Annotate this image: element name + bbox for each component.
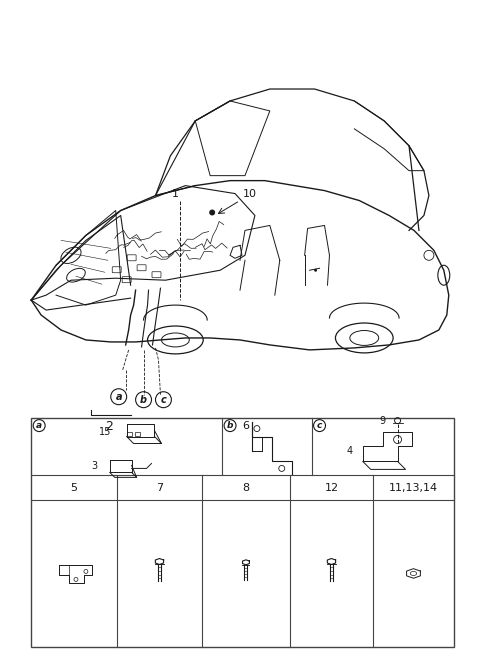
Text: 8: 8: [242, 483, 250, 493]
Text: 4: 4: [347, 447, 353, 457]
Text: c: c: [161, 395, 167, 405]
Text: a: a: [115, 392, 122, 401]
Text: 7: 7: [156, 483, 163, 493]
Text: 2: 2: [105, 420, 113, 432]
Circle shape: [209, 209, 215, 215]
Text: 6: 6: [242, 420, 249, 430]
Text: b: b: [227, 421, 233, 430]
Text: 9: 9: [380, 416, 385, 426]
Text: c: c: [317, 421, 322, 430]
Text: 15: 15: [99, 426, 112, 436]
Text: 3: 3: [92, 461, 98, 472]
Circle shape: [314, 269, 317, 272]
Text: 12: 12: [324, 483, 338, 493]
Text: 10: 10: [243, 188, 257, 199]
Text: 1: 1: [171, 188, 179, 199]
Text: b: b: [140, 395, 147, 405]
Text: a: a: [36, 421, 42, 430]
Text: 5: 5: [71, 483, 77, 493]
Text: 11,13,14: 11,13,14: [389, 483, 438, 493]
